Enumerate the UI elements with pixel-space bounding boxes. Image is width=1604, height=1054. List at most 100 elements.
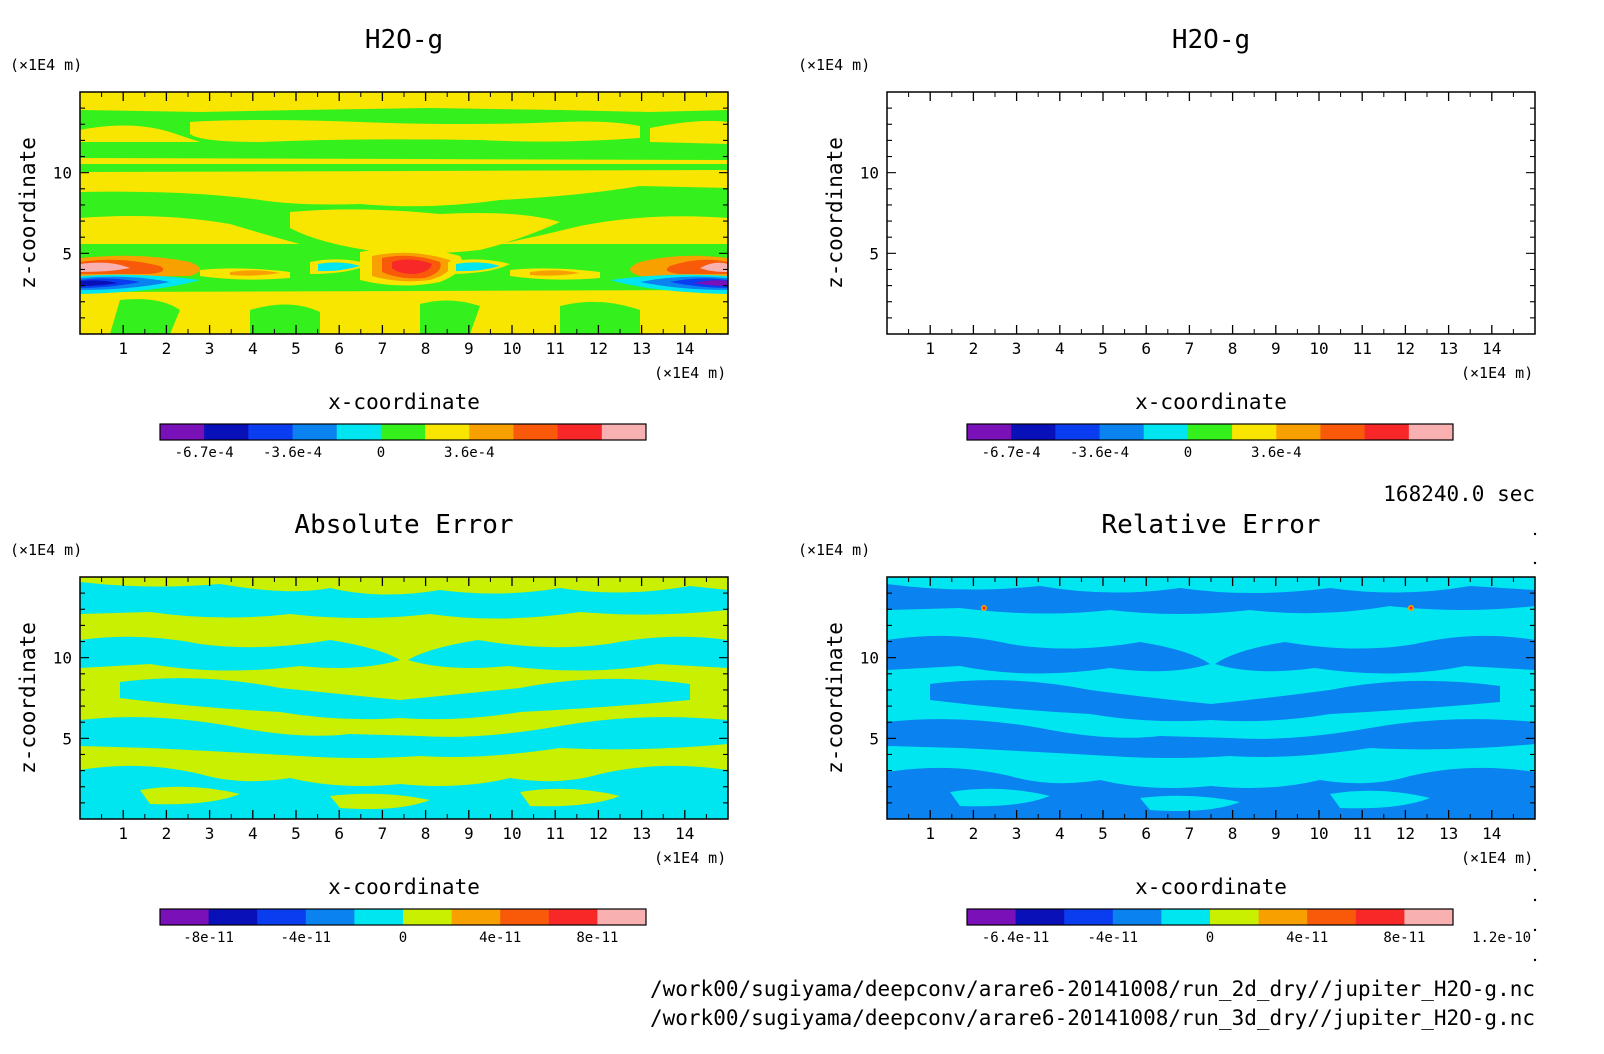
- colorbar-swatch: [160, 909, 210, 925]
- x-tick-label: 3: [205, 339, 215, 358]
- colorbar-tick-label: -4e-11: [281, 930, 332, 946]
- x-tick-label: 3: [205, 824, 215, 843]
- colorbar-swatch: [469, 424, 514, 440]
- x-tick-label: 1: [118, 824, 128, 843]
- colorbar-swatch: [1210, 909, 1260, 925]
- heatmap-field: [887, 577, 1535, 819]
- y-unit-label: (×1E4 m): [798, 541, 870, 559]
- y-unit-label: (×1E4 m): [10, 56, 82, 74]
- colorbar-frame: [159, 423, 647, 441]
- x-tick-label: 9: [1271, 824, 1281, 843]
- time-label: 168240.0 sec: [1383, 482, 1535, 506]
- x-tick-label: 8: [421, 339, 431, 358]
- file-path-2: /work00/sugiyama/deepconv/arare6-2014100…: [650, 1006, 1535, 1030]
- colorbar-swatch: [1364, 424, 1410, 440]
- colorbar-swatch: [1404, 909, 1454, 925]
- x-tick-label: 2: [969, 824, 979, 843]
- chart-title: Absolute Error: [294, 510, 513, 540]
- x-tick-label: 1: [925, 824, 935, 843]
- colorbar-frame: [966, 423, 1454, 441]
- plot-frame: [886, 91, 1536, 335]
- x-axis-label: x-coordinate: [1135, 875, 1287, 899]
- colorbar-swatch: [1161, 909, 1211, 925]
- colorbar-tick-label: 0: [377, 445, 385, 461]
- heatmap-field: [80, 577, 728, 819]
- x-tick-label: 6: [334, 824, 344, 843]
- x-tick-label: 7: [378, 824, 388, 843]
- x-tick-label: 5: [1098, 339, 1108, 358]
- colorbar-frame: [159, 908, 647, 926]
- colorbar-swatch: [601, 424, 647, 440]
- colorbar-tick-label: -8e-11: [183, 930, 234, 946]
- colorbar-swatch: [1276, 424, 1321, 440]
- colorbar-tick-label: 0: [399, 930, 407, 946]
- x-tick-label: 14: [675, 824, 694, 843]
- colorbar: -6.7e-4 -3.6e-4 0 3.6e-4: [966, 423, 1454, 461]
- x-tick-label: 7: [378, 339, 388, 358]
- colorbar-swatch: [292, 424, 338, 440]
- colorbar-swatch: [1187, 424, 1233, 440]
- colorbar-swatch: [1320, 424, 1366, 440]
- colorbar-swatch: [451, 909, 501, 925]
- x-tick-label: 2: [162, 824, 172, 843]
- colorbar-swatch: [248, 424, 294, 440]
- x-tick-label: 3: [1012, 824, 1022, 843]
- colorbar-tick-label: -3.6e-4: [263, 445, 322, 461]
- y-tick-label: 10: [860, 164, 879, 183]
- y-axis-label: z-coordinate: [823, 137, 847, 289]
- colorbar-swatch: [1099, 424, 1145, 440]
- x-tick-label: 4: [1055, 339, 1065, 358]
- colorbar-swatch: [305, 909, 355, 925]
- x-tick-label: 3: [1012, 339, 1022, 358]
- x-tick-label: 10: [502, 339, 521, 358]
- x-axis-label: x-coordinate: [1135, 390, 1287, 414]
- x-tick-label: 5: [291, 339, 301, 358]
- heatmap-field: [80, 92, 728, 334]
- x-tick-label: 14: [675, 339, 694, 358]
- x-tick-label: 4: [248, 339, 258, 358]
- x-tick-label: 6: [1141, 339, 1151, 358]
- chart-title: H2O-g: [1172, 25, 1250, 55]
- colorbar-swatch: [1307, 909, 1357, 925]
- colorbar-swatch: [257, 909, 307, 925]
- colorbar-swatch: [557, 424, 603, 440]
- x-tick-label: 1: [925, 339, 935, 358]
- panel-top-left: H2O-g (×1E4 m): [10, 25, 729, 461]
- x-unit-label: (×1E4 m): [654, 849, 726, 867]
- colorbar-swatch: [1232, 424, 1277, 440]
- x-tick-label: 8: [1228, 824, 1238, 843]
- x-tick-label: 6: [1141, 824, 1151, 843]
- x-tick-label: 9: [1271, 339, 1281, 358]
- colorbar: -6.4e-11 -4e-11 0 4e-11 8e-11 1.2e-10: [966, 908, 1531, 946]
- y-axis-label: z-coordinate: [823, 622, 847, 774]
- x-axis-label: x-coordinate: [328, 875, 480, 899]
- colorbar-swatch: [1143, 424, 1189, 440]
- x-tick-label: 13: [632, 824, 651, 843]
- x-axis-label: x-coordinate: [328, 390, 480, 414]
- colorbar-swatch: [1015, 909, 1065, 925]
- panel-bottom-right: Relative Error (×1E4 m) 1 2 3 4 5 6 7 8 9 10 11 12 1…: [798, 510, 1536, 946]
- y-tick-label: 5: [869, 729, 879, 748]
- x-tick-label: 11: [1353, 339, 1372, 358]
- y-tick-label: 5: [62, 244, 72, 263]
- x-tick-label: 8: [1228, 339, 1238, 358]
- colorbar-tick-label: 1.2e-10: [1472, 930, 1531, 946]
- colorbar-swatch: [354, 909, 404, 925]
- x-tick-label: 5: [1098, 824, 1108, 843]
- x-tick-label: 14: [1482, 824, 1501, 843]
- x-tick-label: 14: [1482, 339, 1501, 358]
- x-tick-label: 12: [1396, 824, 1415, 843]
- x-tick-label: 12: [589, 824, 608, 843]
- panel-bottom-left: Absolute Error (×1E4 m) 1 2 3 4 5 6 7 8 9 10 11 12 1…: [10, 510, 729, 946]
- colorbar-swatch: [380, 424, 426, 440]
- colorbar-tick-label: 3.6e-4: [444, 445, 495, 461]
- colorbar-swatch: [967, 909, 1017, 925]
- colorbar-tick-label: -4e-11: [1088, 930, 1139, 946]
- colorbar-swatch: [1258, 909, 1308, 925]
- colorbar-swatch: [1112, 909, 1162, 925]
- colorbar-tick-label: -6.7e-4: [982, 445, 1041, 461]
- colorbar-tick-label: 0: [1184, 445, 1192, 461]
